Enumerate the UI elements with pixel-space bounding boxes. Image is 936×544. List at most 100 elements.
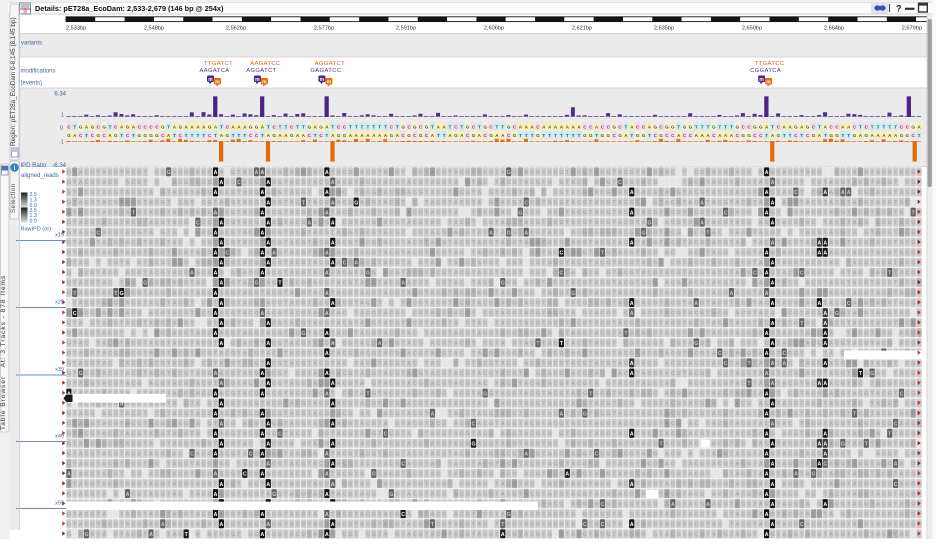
svg-text:A: A <box>560 411 564 417</box>
svg-text:G: G <box>155 133 159 138</box>
svg-text:C: C <box>560 251 564 257</box>
svg-text:T: T <box>349 124 352 129</box>
svg-text:A: A <box>261 311 265 317</box>
svg-text:T: T <box>595 133 598 138</box>
svg-text:RawIPD (σr): RawIPD (σr) <box>21 227 52 233</box>
svg-text:C: C <box>196 220 200 226</box>
svg-text:A: A <box>331 240 335 246</box>
svg-text:T: T <box>789 133 792 138</box>
svg-text:G: G <box>84 532 88 538</box>
svg-text:T: T <box>361 124 364 129</box>
svg-text:T: T <box>501 124 504 129</box>
svg-text:T: T <box>384 124 387 129</box>
svg-text:A: A <box>771 361 775 367</box>
svg-text:A: A <box>730 291 734 297</box>
svg-text:A: A <box>219 180 223 186</box>
svg-text:G: G <box>96 133 100 138</box>
svg-text:G: G <box>694 341 698 347</box>
svg-text:A: A <box>261 271 265 277</box>
svg-text:2,562bp: 2,562bp <box>226 26 246 32</box>
svg-text:A: A <box>161 522 165 528</box>
svg-text:2,548bp: 2,548bp <box>144 26 164 32</box>
svg-text:G: G <box>689 124 693 129</box>
svg-text:A: A <box>331 522 335 528</box>
svg-text:A: A <box>214 311 218 317</box>
svg-text:A: A <box>325 512 329 518</box>
svg-text:T: T <box>449 124 452 129</box>
svg-text:A: A <box>266 442 270 448</box>
svg-text:A: A <box>823 432 827 438</box>
svg-text:A: A <box>261 251 265 257</box>
svg-text:C: C <box>753 271 757 277</box>
svg-text:A: A <box>331 421 335 427</box>
svg-text:A: A <box>378 341 382 347</box>
svg-text:A: A <box>266 321 270 327</box>
svg-text:G: G <box>126 124 130 129</box>
svg-text:G: G <box>425 124 429 129</box>
svg-text:T: T <box>918 133 921 138</box>
svg-text:G: G <box>255 281 259 287</box>
svg-text:T: T <box>701 124 704 129</box>
svg-text:A: A <box>219 321 223 327</box>
svg-text:A: A <box>524 230 528 236</box>
svg-text:G: G <box>120 291 124 297</box>
svg-text:G: G <box>272 492 276 498</box>
svg-text:A: A <box>331 180 335 186</box>
svg-text:C: C <box>73 311 77 317</box>
svg-text:A: A <box>261 432 265 438</box>
svg-text:T: T <box>372 124 375 129</box>
svg-text:A: A <box>272 251 276 257</box>
svg-text:T: T <box>800 133 803 138</box>
svg-text:A: A <box>700 200 704 206</box>
svg-text:Table Browser At: 3 Tracks -: Table Browser At: 3 Tracks - 878 Items <box>0 275 7 430</box>
svg-text:Selection: Selection <box>10 183 17 213</box>
svg-text:T: T <box>396 124 399 129</box>
svg-text:A: A <box>214 472 218 478</box>
svg-text:G: G <box>161 124 165 129</box>
svg-text:C: C <box>96 230 100 236</box>
svg-text:A: A <box>818 301 822 307</box>
svg-text:variants: variants <box>21 41 42 47</box>
svg-text:A: A <box>331 462 335 468</box>
svg-text:2,664bp: 2,664bp <box>824 26 844 32</box>
svg-text:G: G <box>143 281 147 287</box>
svg-text:x29: x29 <box>55 300 64 306</box>
svg-text:A: A <box>214 230 218 236</box>
svg-text:A: A <box>771 301 775 307</box>
svg-text:A: A <box>818 251 822 257</box>
svg-text:A: A <box>630 361 634 367</box>
svg-text:A: A <box>771 421 775 427</box>
svg-text:A: A <box>771 200 775 206</box>
svg-text:T: T <box>267 124 270 129</box>
svg-text:A: A <box>261 512 265 518</box>
svg-text:A: A <box>823 331 827 337</box>
svg-text:A: A <box>325 351 329 357</box>
svg-text:A: A <box>266 240 270 246</box>
svg-text:A: A <box>261 472 265 478</box>
svg-text:A: A <box>823 240 827 246</box>
svg-text:A: A <box>325 391 329 397</box>
svg-text:T: T <box>279 124 282 129</box>
svg-text:A: A <box>771 220 775 226</box>
svg-text:T: T <box>191 133 194 138</box>
svg-text:A: A <box>266 421 270 427</box>
svg-text:G: G <box>507 124 511 129</box>
svg-text:A: A <box>325 251 329 257</box>
svg-text:T: T <box>888 124 891 129</box>
svg-text:T: T <box>173 133 176 138</box>
svg-text:A: A <box>524 452 528 458</box>
svg-text:T: T <box>724 124 727 129</box>
svg-text:G: G <box>471 442 475 448</box>
svg-text:A: A <box>841 190 845 196</box>
svg-text:T: T <box>841 133 844 138</box>
svg-text:G: G <box>225 133 229 138</box>
svg-text:C: C <box>595 452 599 458</box>
svg-text:A: A <box>765 331 769 337</box>
svg-text:A: A <box>630 482 634 488</box>
svg-text:G: G <box>618 133 622 138</box>
svg-text:G: G <box>366 271 370 277</box>
svg-text:A: A <box>765 190 769 196</box>
svg-text:T: T <box>572 133 575 138</box>
svg-text:A: A <box>266 200 270 206</box>
svg-text:G: G <box>389 492 393 498</box>
